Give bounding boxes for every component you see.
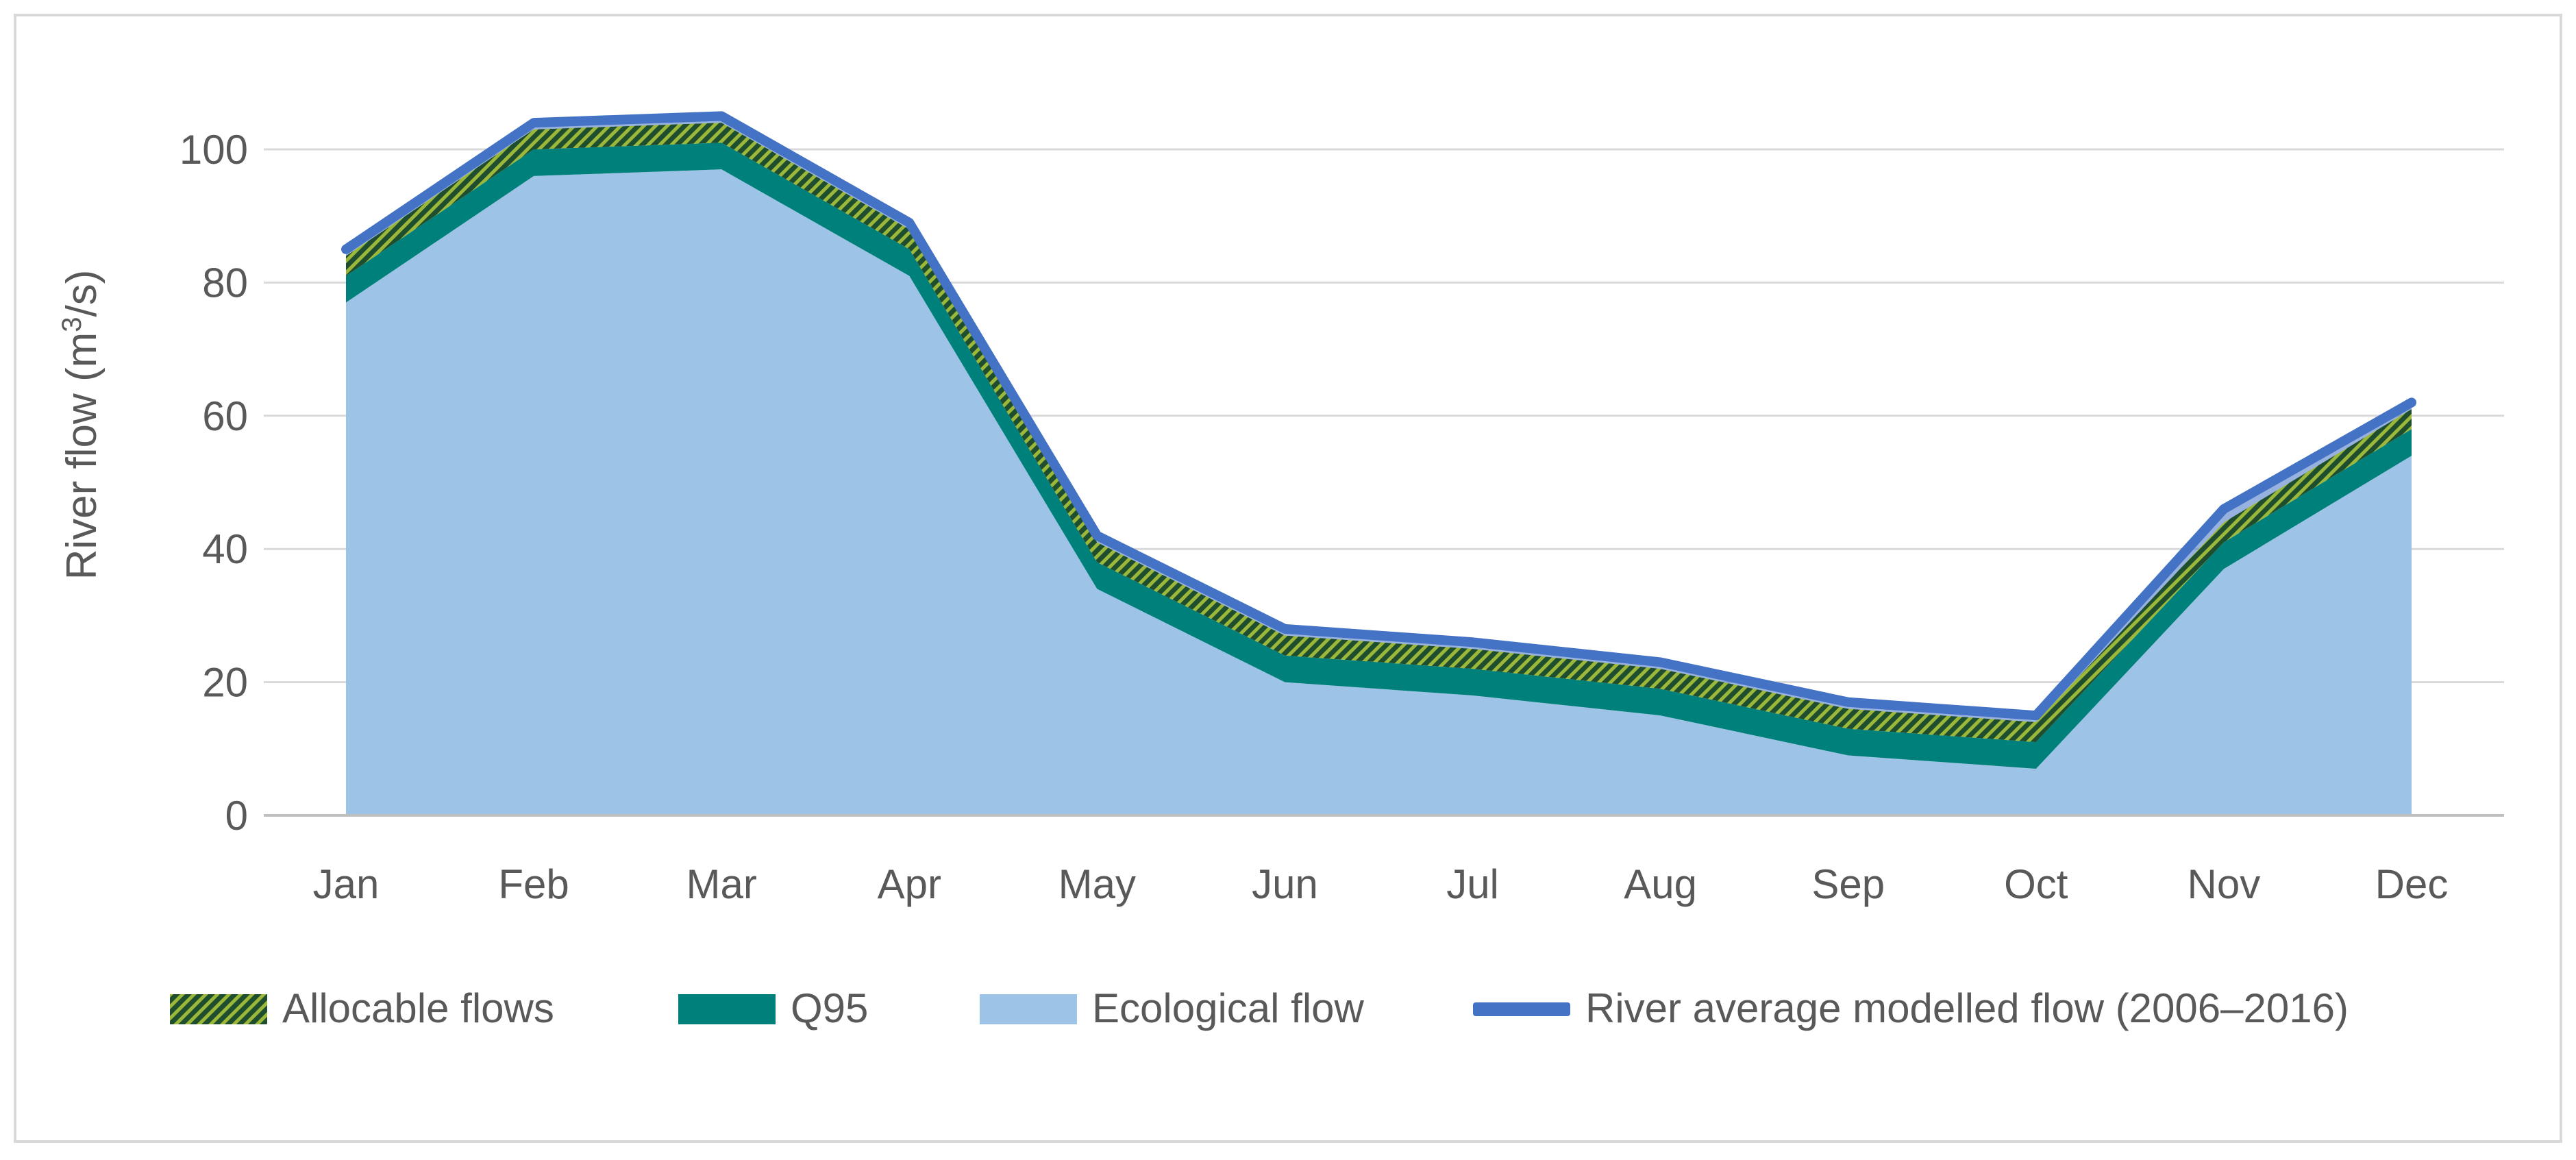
legend-swatch-allocable — [170, 994, 267, 1024]
legend-item-eco: Ecological flow — [980, 985, 1365, 1031]
y-axis-label-prefix: River flow (m — [58, 332, 106, 580]
legend-item-q95: Q95 — [678, 985, 868, 1031]
y-tick-label-40: 40 — [202, 526, 248, 572]
legend-label-allocable: Allocable flows — [282, 985, 554, 1031]
series-areas — [341, 111, 2416, 815]
y-tick-label-60: 60 — [202, 393, 248, 439]
x-tick-label-oct: Oct — [2004, 861, 2068, 907]
y-axis-label-sup: 3 — [57, 317, 87, 332]
x-tick-label-jun: Jun — [1252, 861, 1318, 907]
series-river-average-line — [341, 111, 2416, 721]
legend-label-eco: Ecological flow — [1092, 985, 1365, 1031]
x-tick-label-apr: Apr — [878, 861, 941, 907]
legend-swatch-q95 — [678, 994, 776, 1024]
y-tick-label-20: 20 — [202, 660, 248, 706]
legend-item-allocable: Allocable flows — [170, 985, 554, 1031]
x-tick-label-may: May — [1058, 861, 1136, 907]
legend-swatch-line — [1473, 1002, 1570, 1016]
axes: 0 20 40 60 80 100 Jan Feb Mar Apr May Jun Jul Aug Sep O… — [179, 127, 2504, 907]
y-axis-label-suffix: /s) — [58, 270, 106, 317]
y-tick-label-80: 80 — [202, 260, 248, 306]
series-ecological-flow-area — [346, 169, 2412, 815]
x-tick-label-dec: Dec — [2375, 861, 2449, 907]
legend-label-q95: Q95 — [791, 985, 868, 1031]
x-tick-label-nov: Nov — [2188, 861, 2261, 907]
x-tick-label-feb: Feb — [498, 861, 569, 907]
x-tick-label-sep: Sep — [1811, 861, 1885, 907]
legend-item-line: River average modelled flow (2006–2016) — [1473, 985, 2349, 1031]
y-tick-label-0: 0 — [225, 793, 248, 839]
legend: Allocable flows Q95 Ecological flow Rive… — [170, 985, 2349, 1031]
x-tick-label-jan: Jan — [313, 861, 380, 907]
legend-label-line: River average modelled flow (2006–2016) — [1585, 985, 2349, 1031]
x-tick-label-jul: Jul — [1446, 861, 1499, 907]
y-tick-label-100: 100 — [179, 127, 248, 173]
x-tick-label-aug: Aug — [1624, 861, 1697, 907]
x-tick-label-mar: Mar — [686, 861, 757, 907]
legend-swatch-eco — [980, 994, 1077, 1024]
y-axis-label: River flow (m3/s) — [57, 270, 106, 580]
